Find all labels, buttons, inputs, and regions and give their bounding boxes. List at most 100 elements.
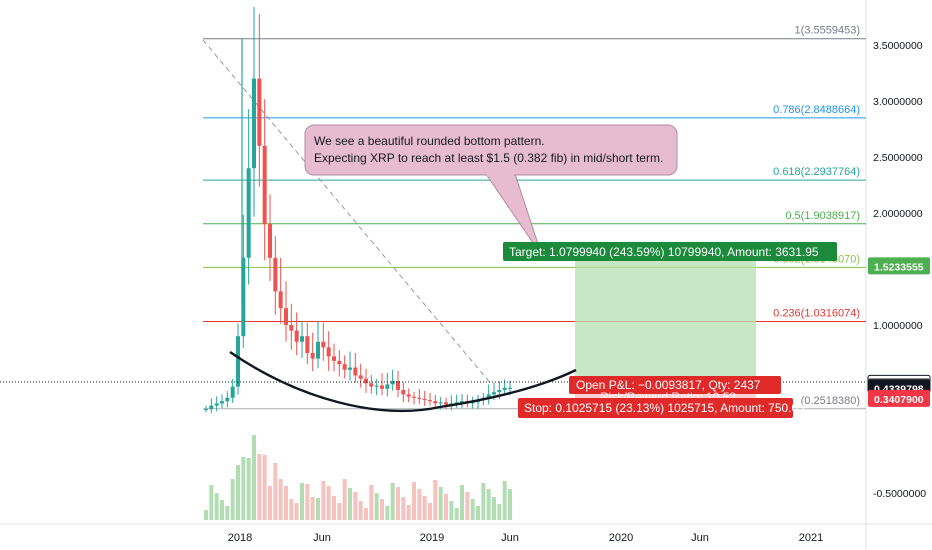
annotation-callout[interactable]: We see a beautiful rounded bottom patter… — [304, 124, 678, 257]
candle-body — [444, 402, 448, 405]
volume-bar — [220, 500, 224, 520]
candle-body — [310, 353, 315, 359]
candle-body — [209, 405, 214, 409]
candle-body — [358, 375, 363, 379]
volume-bars — [204, 435, 512, 520]
candle-body — [268, 224, 272, 258]
volume-bar — [502, 481, 507, 520]
volume-bar — [225, 506, 230, 520]
volume-bar — [278, 479, 283, 520]
callout-line-1: We see a beautiful rounded bottom patter… — [314, 134, 545, 148]
candle-body — [380, 385, 384, 389]
stop-label-box — [518, 398, 793, 418]
rounded-bottom-arc[interactable] — [229, 351, 577, 413]
volume-bar — [353, 492, 358, 520]
volume-bar — [214, 493, 219, 520]
candle-body — [257, 78, 262, 146]
volume-bar — [380, 499, 384, 520]
candle-body — [289, 325, 294, 331]
volume-bar — [428, 503, 432, 520]
target-label[interactable]: Target: 1.0799940 (243.59%) 10799940, Am… — [503, 242, 837, 261]
volume-bar — [390, 483, 395, 520]
candle-body — [204, 409, 208, 410]
time-axis[interactable]: 2018 Jun 2019 Jun 2020 Jun 2021 — [228, 532, 823, 544]
volume-bar — [433, 480, 438, 520]
volume-bar — [294, 503, 299, 520]
fib-level-label: 1(3.5559453) — [795, 25, 860, 37]
candle-body — [497, 389, 502, 393]
stop-label[interactable]: Stop: 0.1025715 (23.13%) 1025715, Amount… — [518, 398, 805, 418]
price-tag-box — [868, 257, 930, 275]
volume-bar — [337, 503, 342, 520]
candle-body — [364, 378, 368, 384]
volume-bar — [204, 510, 208, 520]
volume-bar — [476, 506, 480, 520]
volume-bar — [257, 454, 262, 520]
candle-body — [470, 402, 475, 404]
volume-bar — [273, 463, 278, 520]
candle-body — [225, 397, 230, 402]
candle-body — [316, 341, 320, 359]
volume-bar — [268, 486, 272, 520]
volume-bar — [438, 487, 443, 520]
candle-body — [294, 330, 299, 342]
volume-bar — [369, 485, 374, 520]
price-axis[interactable]: 3.5000000 3.0000000 2.5000000 2.0000000 1.00… — [873, 40, 926, 500]
volume-bar — [396, 487, 400, 520]
candle-body — [508, 387, 512, 389]
volume-bar — [486, 489, 491, 520]
candle-body — [502, 387, 507, 390]
candle-body — [438, 402, 443, 404]
price-tag-box — [868, 389, 930, 407]
candle-body — [486, 394, 491, 398]
volume-bar — [284, 486, 288, 520]
date-tick-label: Jun — [313, 532, 331, 544]
diagonal-trend-line[interactable] — [202, 39, 493, 386]
stop-label-text: Stop: 0.1025715 (23.13%) 1025715, Amount… — [524, 401, 805, 415]
candle-body — [300, 336, 304, 342]
price-tick-label: -0.5000000 — [873, 488, 926, 500]
volume-bar — [358, 501, 363, 520]
volume-bar — [300, 483, 304, 520]
volume-bar — [374, 493, 379, 520]
candle-body — [284, 308, 288, 325]
fib-level-label: 0.618(2.2937764) — [773, 166, 860, 178]
callout-line-2: Expecting XRP to reach at least $1.5 (0.… — [314, 151, 663, 165]
volume-bar — [326, 486, 331, 520]
volume-bar — [422, 496, 427, 520]
candle-body — [412, 396, 416, 398]
candle-body — [241, 257, 246, 337]
volume-bar — [460, 485, 464, 520]
date-tick-label: Jun — [501, 532, 519, 544]
price-tick-label: 2.0000000 — [873, 208, 923, 220]
candle-body — [262, 145, 267, 225]
volume-bar — [497, 504, 502, 520]
volume-bar — [454, 508, 459, 520]
volume-bar — [262, 455, 267, 520]
candle-body — [252, 78, 256, 169]
volume-bar — [470, 499, 475, 520]
volume-bar — [321, 481, 326, 520]
date-tick-label: 2021 — [799, 532, 823, 544]
fib-level-label: 0.236(1.0316074) — [773, 307, 860, 319]
candle-body — [454, 402, 459, 404]
volume-bar — [209, 485, 214, 520]
date-tick-label: 2019 — [420, 532, 444, 544]
fib-level-label: 0.786(2.8488664) — [773, 104, 860, 116]
candle-body — [390, 381, 395, 385]
candle-body — [353, 367, 358, 376]
volume-bar — [465, 492, 470, 520]
volume-bar — [230, 479, 235, 520]
volume-bar — [401, 497, 406, 520]
candle-body — [428, 400, 432, 402]
price-tag: 1.5233555 — [868, 257, 930, 275]
volume-bar — [481, 483, 486, 520]
price-tag-label: 0.3407900 — [874, 394, 924, 406]
volume-bar — [348, 488, 352, 520]
target-label-text: Target: 1.0799940 (243.59%) 10799940, Am… — [509, 245, 819, 259]
date-tick-label: 2018 — [228, 532, 252, 544]
candle-body — [220, 401, 224, 404]
candle-body — [342, 364, 347, 370]
